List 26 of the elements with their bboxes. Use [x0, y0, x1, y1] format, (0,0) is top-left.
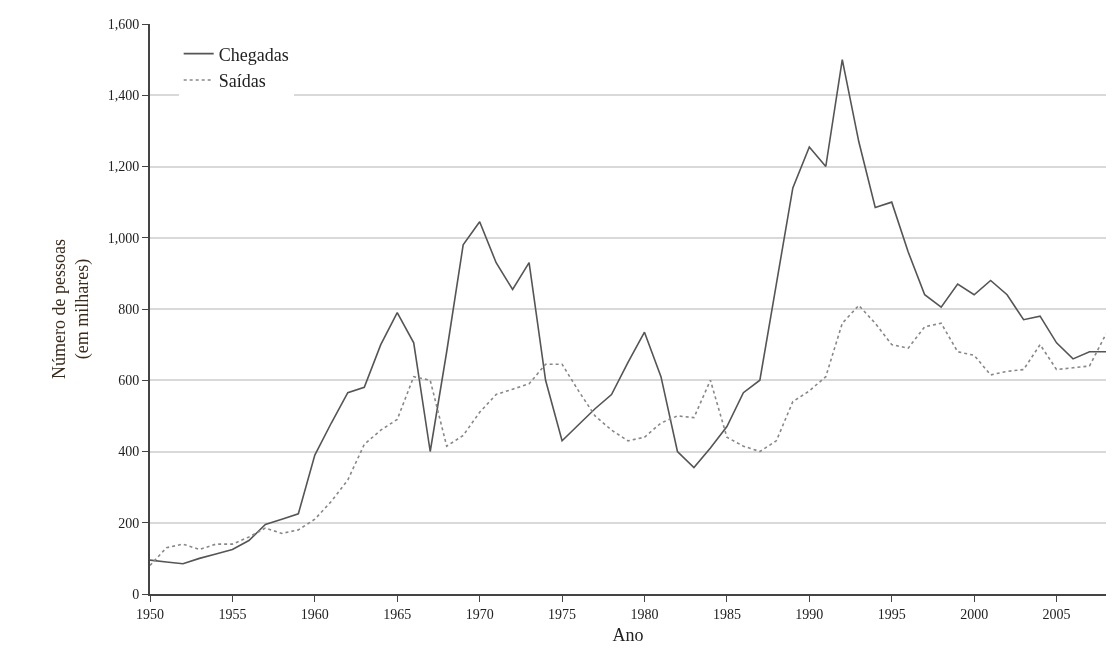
y-axis-title: Número de pessoas (em milhares) [49, 239, 94, 379]
x-tick-label: 1970 [465, 606, 494, 622]
x-tick-label: 2005 [1042, 606, 1071, 622]
y-tick-label: 600 [118, 373, 140, 389]
legend-label: Chegadas [218, 44, 289, 65]
y-tick-label: 1,200 [107, 159, 140, 175]
x-tick-label: 1950 [136, 606, 164, 622]
y-tick-label: 200 [118, 515, 140, 531]
x-tick-label: 1975 [548, 606, 577, 622]
x-axis-title: Ano [612, 625, 644, 646]
y-tick-label: 1,000 [107, 230, 140, 246]
x-tick-label: 1990 [795, 606, 824, 622]
legend-label: Saídas [218, 71, 266, 92]
x-tick-label: 1955 [218, 606, 247, 622]
y-tick-label: 800 [118, 301, 140, 317]
x-tick-label: 1965 [383, 606, 412, 622]
y-tick-label: 0 [132, 586, 140, 602]
x-tick-label: 1980 [630, 606, 659, 622]
line-series [150, 304, 1106, 567]
x-tick-label: 1985 [712, 606, 741, 622]
x-tick-label: 2000 [960, 606, 989, 622]
x-tick-label: 1995 [877, 606, 906, 622]
y-tick-label: 1,600 [107, 16, 140, 32]
y-tick-label: 1,400 [107, 88, 140, 104]
x-tick-label: 1960 [300, 606, 329, 622]
y-tick-label: 400 [118, 444, 140, 460]
